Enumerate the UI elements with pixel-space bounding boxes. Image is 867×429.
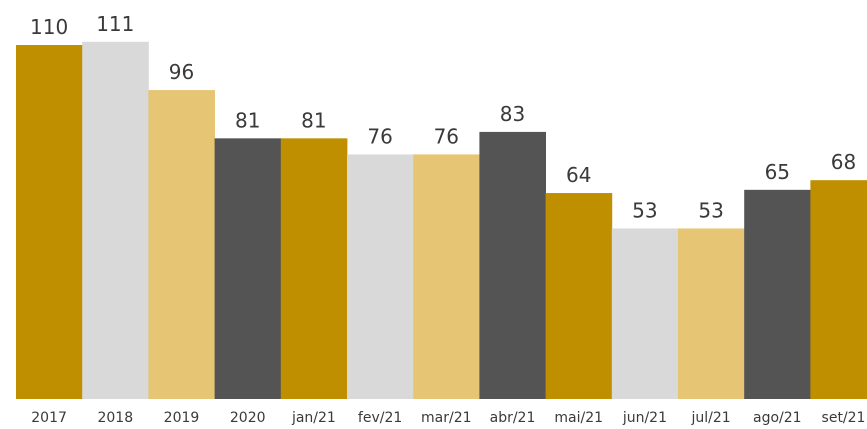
data-label-mar-21: 76	[434, 124, 459, 148]
data-label-jul-21: 53	[698, 198, 723, 222]
x-tick-label-2017: 2017	[31, 410, 67, 426]
x-tick-label-mai-21: mai/21	[554, 410, 603, 426]
data-label-abr-21: 83	[500, 102, 525, 126]
bar-jun-21	[611, 228, 679, 399]
x-tick-label-jul-21: jul/21	[691, 410, 731, 426]
x-tick-label-2020: 2020	[230, 410, 266, 426]
x-tick-label-fev-21: fev/21	[358, 410, 402, 426]
data-label-jun-21: 53	[632, 198, 657, 222]
data-label-jan-21: 81	[301, 108, 326, 132]
data-label-2018: 111	[96, 12, 134, 36]
data-label-2020: 81	[235, 108, 260, 132]
bars-group	[16, 41, 867, 400]
bar-abr-21	[479, 131, 546, 399]
bar-mar-21	[413, 154, 480, 399]
x-tick-label-2019: 2019	[164, 410, 200, 426]
x-tick-label-2018: 2018	[97, 410, 133, 426]
x-tick-label-ago-21: ago/21	[753, 410, 802, 426]
bar-fev-21	[347, 154, 414, 399]
bar-jul-21	[678, 228, 745, 399]
data-label-set-21: 68	[831, 150, 856, 174]
data-label-2017: 110	[30, 15, 68, 39]
data-label-mai-21: 64	[566, 163, 591, 187]
data-labels-group: 110 111 96 81 81 76 76 83 64 53 53 65 68	[30, 12, 856, 223]
bar-ago-21	[744, 189, 811, 399]
data-label-ago-21: 65	[765, 160, 790, 184]
bar-2018	[82, 41, 149, 400]
data-label-fev-21: 76	[367, 124, 392, 148]
bar-2017	[16, 45, 83, 400]
bar-2019	[148, 90, 215, 399]
bar-set-21	[810, 180, 867, 399]
bar-jan-21	[280, 138, 348, 399]
x-tick-label-jan-21: jan/21	[291, 410, 336, 426]
x-tick-label-jun-21: jun/21	[622, 410, 667, 426]
bar-mai-21	[545, 193, 613, 399]
x-tick-label-abr-21: abr/21	[490, 410, 536, 426]
bar-2020	[214, 138, 282, 399]
x-tick-label-mar-21: mar/21	[421, 410, 472, 426]
data-label-2019: 96	[169, 60, 194, 84]
x-tick-label-set-21: set/21	[822, 410, 866, 426]
x-axis-tick-labels: 2017 2018 2019 2020 jan/21 fev/21 mar/21 abr/21…	[31, 410, 865, 426]
